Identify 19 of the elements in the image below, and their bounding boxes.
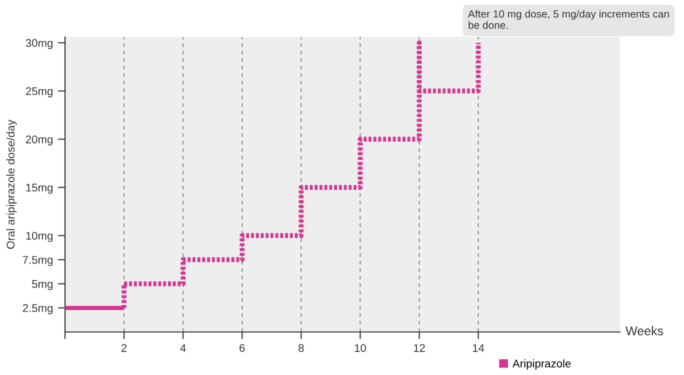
y-tick-label: 20mg (26, 135, 52, 146)
y-tick-label: 30mg (26, 39, 52, 50)
x-tick-label: 2 (122, 344, 127, 352)
y-tick-label: 25mg (26, 87, 52, 98)
legend-label: Aripiprazole (512, 359, 571, 370)
y-tick-label: 7.5mg (22, 256, 52, 266)
x-tick-label: 8 (298, 344, 304, 352)
y-axis-title: Oral aripiprazole dose/day (6, 120, 17, 249)
y-tick-label: 10mg (26, 232, 52, 242)
y-tick-label: 15mg (26, 184, 52, 194)
text: After 10 mg dose, 5 mg/day increments can be done. (468, 10, 669, 29)
x-axis-title: Weeks (626, 326, 664, 336)
x-tick-label: 6 (240, 344, 245, 352)
x-tick-label: 10 (354, 344, 366, 352)
x-tick-label: 12 (414, 344, 425, 352)
x-tick-label: 4 (180, 344, 186, 352)
y-tick-label: 5mg (32, 280, 52, 290)
x-tick-label: 14 (472, 344, 484, 352)
y-tick-label: 2.5mg (22, 304, 52, 314)
